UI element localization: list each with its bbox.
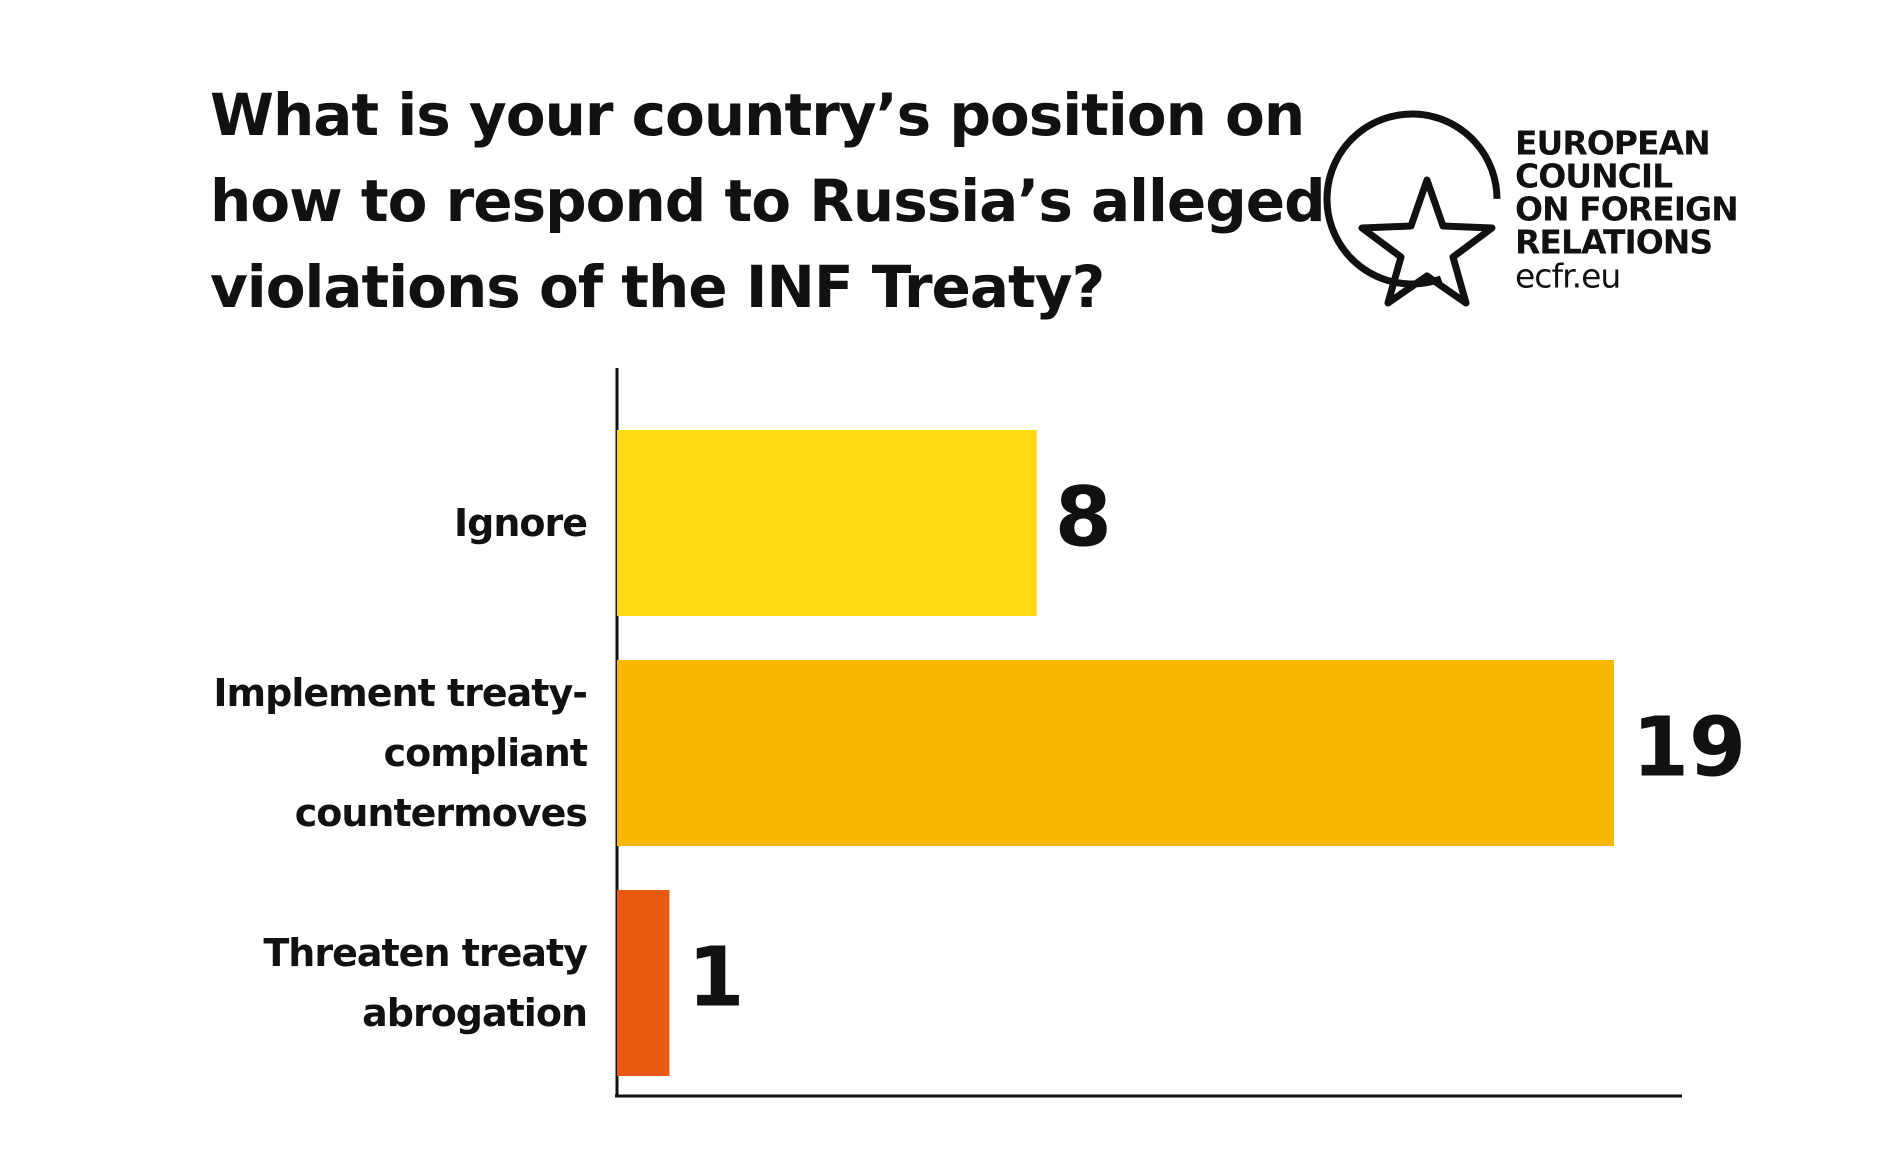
bar bbox=[617, 660, 1614, 846]
logo-text: RELATIONS bbox=[1515, 223, 1712, 262]
bar bbox=[617, 890, 670, 1076]
value-label: 19 bbox=[1632, 700, 1746, 795]
category-label: Ignore bbox=[453, 501, 588, 545]
bar bbox=[617, 430, 1037, 616]
chart-title: What is your country’s position on how t… bbox=[210, 81, 1326, 321]
logo-star bbox=[1358, 176, 1496, 307]
value-label: 8 bbox=[1055, 470, 1112, 565]
logo-url: ecfr.eu bbox=[1515, 257, 1620, 296]
category-label: Implement treaty-compliant countermoves bbox=[213, 671, 588, 835]
logo-ring bbox=[1323, 110, 1501, 288]
category-label: Threaten treaty abrogation bbox=[263, 931, 588, 1035]
logo-text: EUROPEAN bbox=[1515, 124, 1710, 163]
logo-text: COUNCIL bbox=[1515, 157, 1673, 196]
value-label: 1 bbox=[687, 930, 744, 1025]
logo-text: ON FOREIGN bbox=[1515, 190, 1738, 229]
